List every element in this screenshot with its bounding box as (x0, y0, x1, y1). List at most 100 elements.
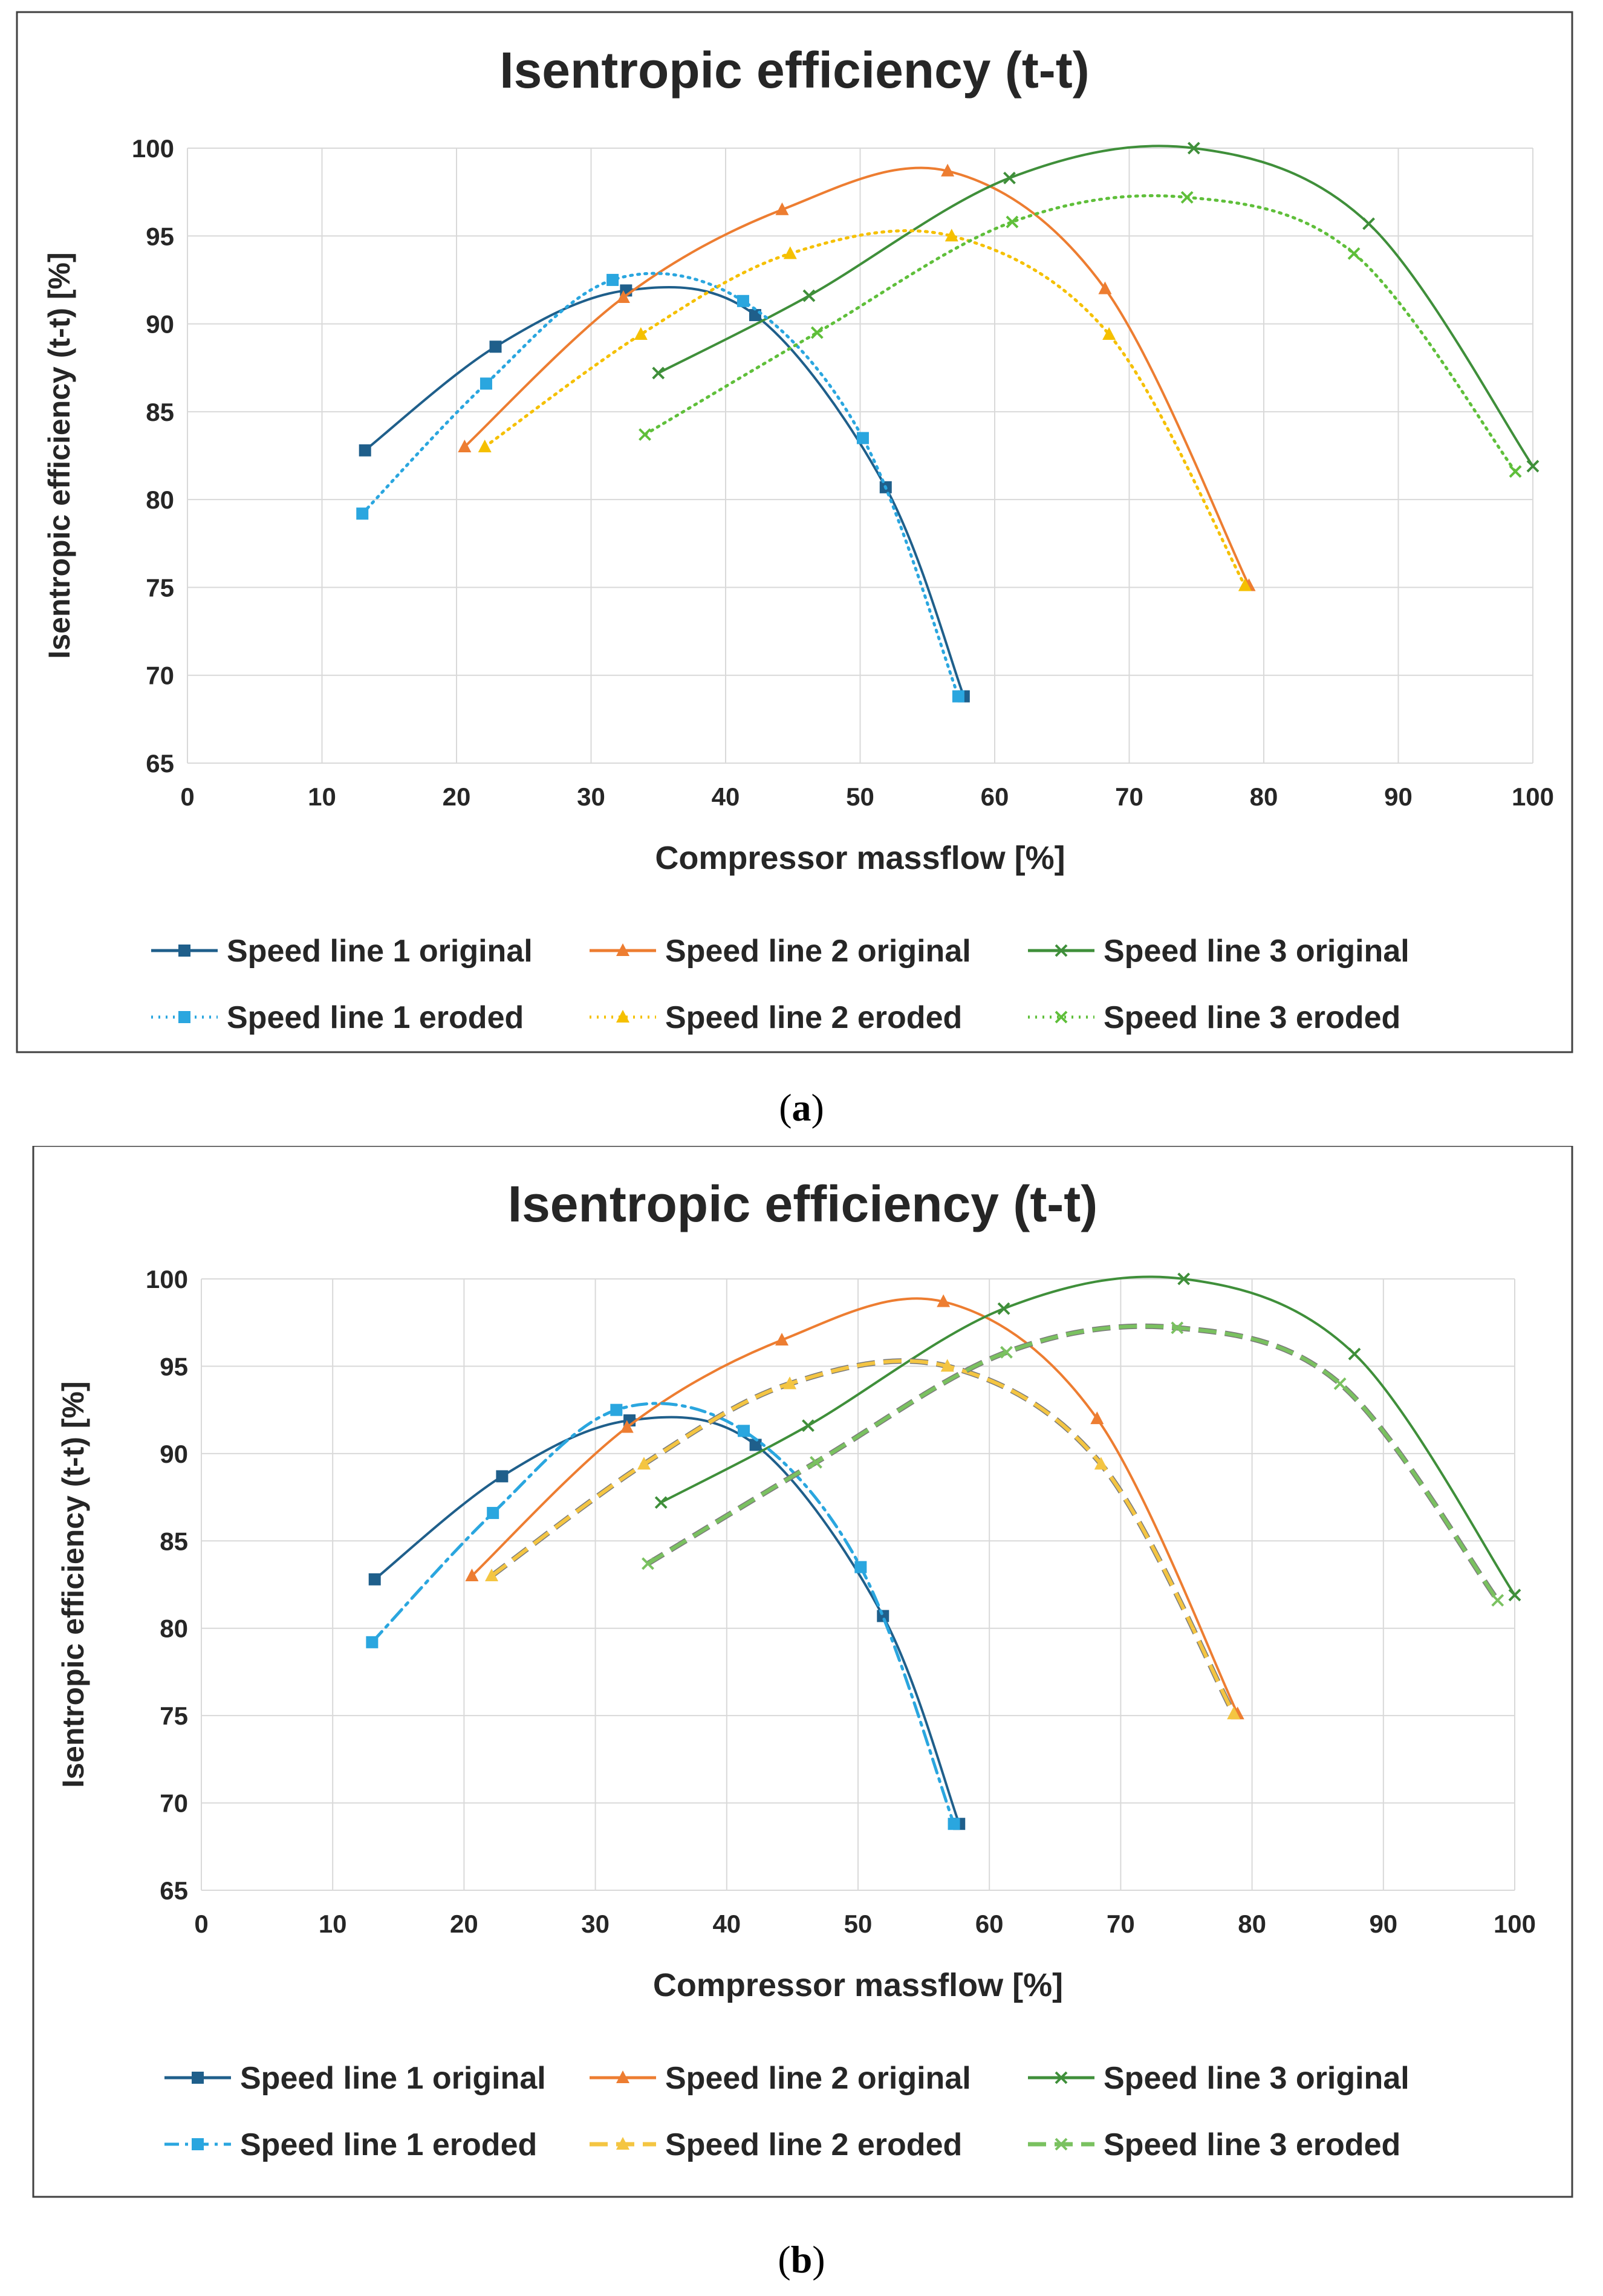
x-tick-label-50: 50 (846, 782, 874, 811)
y-tick-label-85: 85 (160, 1527, 188, 1555)
point-s2o-3 (937, 1294, 951, 1307)
point-s2e-1 (637, 1457, 651, 1470)
point-s2o-2 (775, 202, 789, 215)
x-tick-label-80: 80 (1238, 1910, 1266, 1938)
point-s3o-0 (652, 366, 665, 380)
y-tick-label-90: 90 (160, 1440, 188, 1468)
x-tick-label-40: 40 (712, 782, 740, 811)
chart-title: Isentropic efficiency (t-t) (508, 1176, 1097, 1232)
legend-item-s2e: Speed line 2 eroded (590, 2127, 962, 2162)
legend-label-s2e: Speed line 2 eroded (665, 1000, 962, 1035)
y-axis-label: Isentropic efficiency (t-t) [%] (42, 252, 76, 659)
legend-item-s3o: Speed line 3 original (1028, 2061, 1410, 2096)
series-s3e (639, 190, 1522, 478)
point-s2e-3 (945, 229, 958, 242)
point-s2e-2 (783, 246, 797, 259)
x-tick-label-30: 30 (577, 782, 605, 811)
series-line-s3e (643, 194, 1517, 473)
legend-marker-s1e (178, 1011, 190, 1023)
y-tick-label-95: 95 (160, 1352, 188, 1381)
point-s3e-2 (1000, 1345, 1013, 1359)
x-tick-label-70: 70 (1115, 782, 1143, 811)
x-tick-label-90: 90 (1369, 1910, 1397, 1938)
series-s1e (366, 1402, 960, 1830)
point-s2e-2 (783, 1376, 797, 1390)
point-s3o-2 (1003, 171, 1016, 184)
series-line-s2e (490, 1359, 1235, 1715)
point-s3e-1 (810, 1455, 822, 1469)
point-s3e-0 (642, 1557, 654, 1570)
point-s1e-4 (854, 1561, 867, 1573)
series-line-s3e (646, 1324, 1500, 1602)
point-s1e-0 (356, 507, 369, 520)
point-s3o-0 (654, 1496, 668, 1509)
y-tick-label-100: 100 (132, 134, 174, 163)
point-s2o-0 (465, 1569, 479, 1582)
point-s2e-4 (1094, 1457, 1108, 1470)
x-tick-label-20: 20 (443, 782, 471, 811)
point-s2e-0 (478, 439, 492, 452)
legend-label-s3o: Speed line 3 original (1104, 2061, 1410, 2096)
point-s3o-5 (1508, 1589, 1521, 1602)
legend-marker-s3o (1055, 944, 1068, 957)
x-tick-label-0: 0 (194, 1910, 208, 1938)
series-line-s3o (660, 1275, 1516, 1596)
legend-item-s2e: Speed line 2 eroded (590, 1000, 962, 1035)
x-tick-label-80: 80 (1250, 782, 1278, 811)
legend-label-s3o: Speed line 3 original (1104, 934, 1410, 969)
point-s3o-3 (1187, 141, 1200, 155)
point-s1e-4 (856, 432, 869, 444)
chart-panel-b: Isentropic efficiency (t-t) 0 10 20 30 40 50 60… (0, 1146, 1603, 2219)
chart-panel-a: Isentropic efficiency (t-t) 0 10 20 30 40 50 60… (0, 0, 1603, 1073)
point-s1o-1 (489, 340, 502, 353)
x-tick-label-100: 100 (1494, 1910, 1536, 1938)
point-s3o-1 (802, 1419, 815, 1433)
point-s3o-2 (997, 1302, 1010, 1315)
point-s1e-5 (952, 690, 964, 703)
point-s1e-2 (606, 273, 619, 286)
y-tick-label-100: 100 (146, 1265, 188, 1293)
legend-label-s1o: Speed line 1 original (240, 2061, 546, 2096)
point-s2o-0 (458, 439, 472, 452)
point-s2o-1 (620, 1420, 634, 1433)
legend-marker-s2o (616, 943, 629, 956)
y-tick-label-90: 90 (146, 310, 174, 339)
legend-item-s3e: Speed line 3 eroded (1028, 2127, 1400, 2162)
x-tick-label-50: 50 (844, 1910, 873, 1938)
point-s1e-3 (738, 1425, 750, 1437)
x-tick-label-10: 10 (308, 782, 336, 811)
chart-a: Isentropic efficiency (t-t) 0 10 20 30 40 50 60… (16, 11, 1573, 1053)
legend-label-s3e: Speed line 3 eroded (1104, 1000, 1400, 1035)
point-s1e-5 (948, 1818, 960, 1830)
legend-marker-s1e (192, 2138, 204, 2150)
point-s3o-3 (1177, 1272, 1191, 1286)
x-tick-label-60: 60 (975, 1910, 1004, 1938)
y-tick-label-95: 95 (146, 222, 174, 250)
x-tick-label-0: 0 (180, 782, 194, 811)
legend-item-s3o: Speed line 3 original (1028, 934, 1410, 969)
legend-marker-s2e (616, 2137, 629, 2150)
point-s1o-1 (496, 1470, 509, 1483)
legend-marker-s3o (1055, 2071, 1068, 2084)
legend-item-s3e: Speed line 3 eroded (1028, 1000, 1400, 1035)
legend-label-s1o: Speed line 1 original (227, 934, 533, 969)
series-line-s1o (364, 286, 965, 697)
point-s1o-0 (368, 1573, 381, 1585)
legend-label-s2e: Speed line 2 eroded (665, 2127, 962, 2162)
point-s3e-4 (1347, 247, 1361, 260)
x-tick-label-60: 60 (981, 782, 1009, 811)
x-tick-label-10: 10 (319, 1910, 347, 1938)
legend-marker-s3e (1055, 2138, 1068, 2151)
point-s3e-4 (1333, 1377, 1347, 1390)
legend-marker-s3e (1055, 1010, 1068, 1024)
series-s2e (478, 229, 1252, 591)
legend-marker-s2e (616, 1010, 629, 1023)
legend-item-s1e: Speed line 1 eroded (164, 2127, 537, 2162)
point-s2e-5 (1238, 578, 1252, 591)
y-tick-label-65: 65 (146, 749, 174, 778)
y-axis-label: Isentropic efficiency (t-t) [%] (56, 1381, 90, 1787)
legend-item-s1o: Speed line 1 original (164, 2061, 546, 2096)
series-line-s1o (374, 1416, 961, 1824)
x-tick-label-70: 70 (1107, 1910, 1135, 1938)
series-s2e (485, 1358, 1241, 1720)
